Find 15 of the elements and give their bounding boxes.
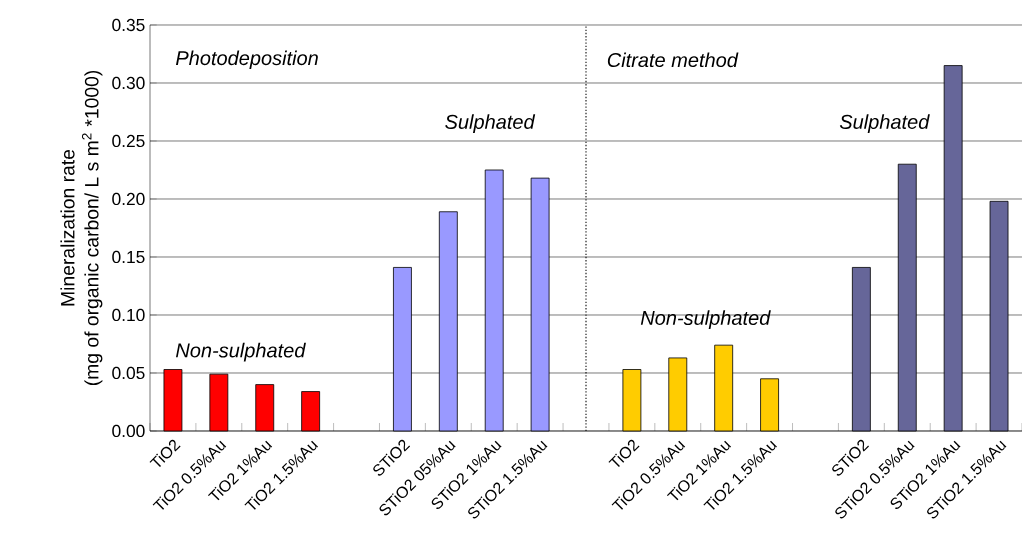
annotation: Citrate method xyxy=(607,52,739,68)
y-tick-label: 0.05 xyxy=(112,366,145,380)
annotation: Photodeposition xyxy=(175,50,318,70)
y-tick-label: 0.30 xyxy=(112,76,145,90)
annotation: Non-sulphated xyxy=(640,310,771,329)
y-tick-label: 0.25 xyxy=(112,134,145,148)
y-tick-label: 0.35 xyxy=(112,18,145,32)
annotation: Non-sulphated xyxy=(175,342,306,362)
y-tick-label: 0.20 xyxy=(112,192,145,206)
annotation: Sulphated xyxy=(445,114,536,133)
y-tick-label: 0.10 xyxy=(112,308,145,322)
annotation: Sulphated xyxy=(839,114,930,133)
y-axis-title: Mineralization rate (mg of organic carbon/ L s m$^{2}$ *1000) xyxy=(60,70,103,386)
y-tick-label: 0.00 xyxy=(112,424,145,438)
y-tick-label: 0.15 xyxy=(112,250,145,264)
